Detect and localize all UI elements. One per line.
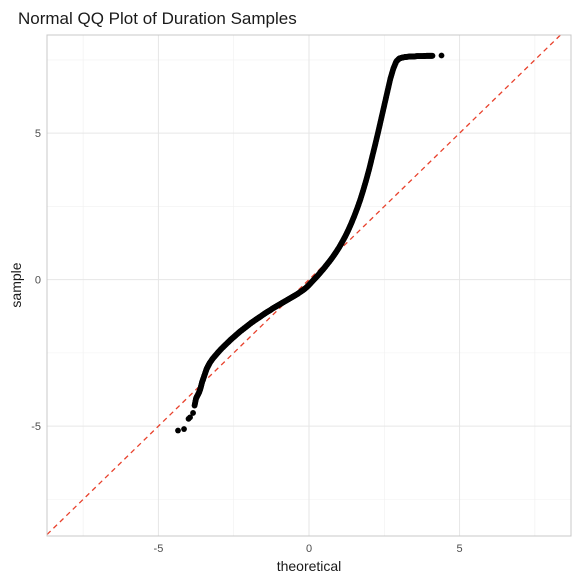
- y-tick-label: 5: [35, 128, 41, 140]
- x-tick-label: 5: [457, 543, 463, 555]
- chart-title: Normal QQ Plot of Duration Samples: [18, 9, 297, 28]
- tick-labels-group: -5 0 5 -5 0 5: [31, 128, 462, 555]
- x-axis-title: theoretical: [277, 558, 342, 574]
- y-tick-label: 0: [35, 275, 41, 287]
- points-group: [175, 52, 445, 434]
- x-tick-label: -5: [154, 543, 164, 555]
- grid: [47, 35, 571, 536]
- reference-line-group: [46, 34, 561, 536]
- data-point: [175, 427, 181, 434]
- reference-line: [46, 34, 561, 536]
- y-axis-title: sample: [8, 262, 24, 307]
- data-point: [429, 52, 436, 59]
- data-point: [181, 426, 187, 432]
- panel-border: [46, 34, 572, 537]
- data-point: [190, 410, 196, 416]
- data-point: [187, 414, 193, 421]
- y-tick-label: -5: [31, 421, 41, 433]
- panel-border-group: [46, 34, 572, 537]
- data-point: [438, 52, 445, 59]
- x-tick-label: 0: [306, 543, 312, 555]
